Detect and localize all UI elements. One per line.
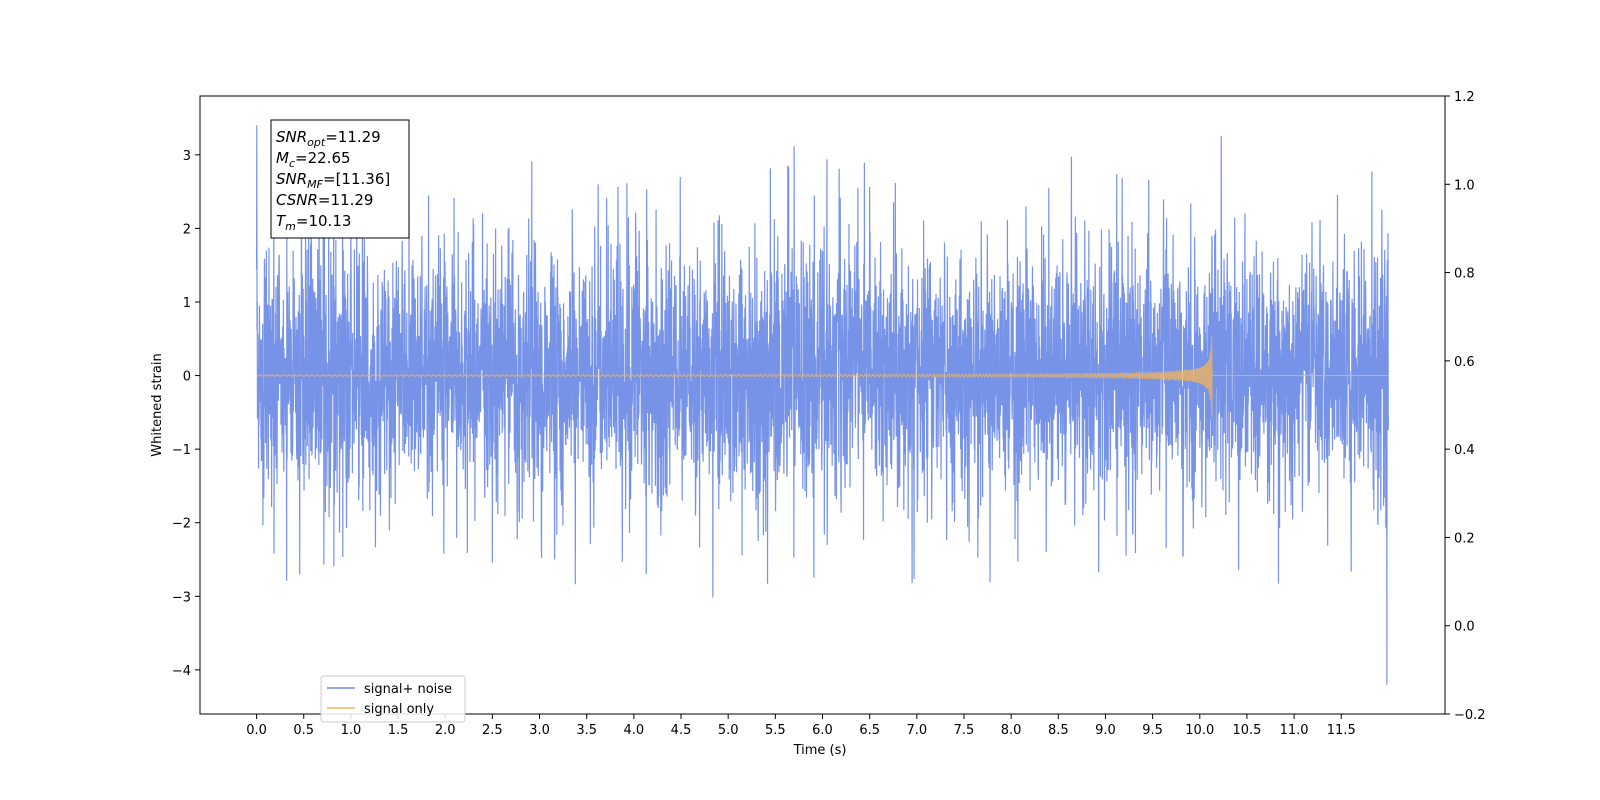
x-axis-label: Time (s) — [793, 743, 847, 758]
x-tick-label: 2.5 — [482, 723, 503, 738]
y-axis-left: −4 −3 −2 −1 0 1 2 3 — [172, 149, 200, 679]
x-tick-label: 9.5 — [1142, 723, 1163, 738]
x-tick-label: 0.0 — [246, 723, 267, 738]
x-tick-label: 6.5 — [859, 723, 880, 738]
annotation-subscript: MF — [307, 178, 323, 191]
y-axis-label: Whitened strain — [150, 353, 165, 456]
x-tick-label: 10.0 — [1185, 723, 1214, 738]
x-tick-label: 1.0 — [341, 723, 362, 738]
x-tick-label: 8.0 — [1001, 723, 1022, 738]
annotation-line: Tm=10.13 — [276, 212, 351, 233]
annotation-subscript: m — [285, 220, 296, 233]
annotation-symbol: T — [276, 212, 287, 230]
x-tick-label: 0.5 — [293, 723, 314, 738]
x-tick-label: 8.5 — [1048, 723, 1069, 738]
y-tick-label: 2 — [183, 222, 191, 237]
y-tick-label: 0 — [183, 370, 191, 385]
series-signal-only — [256, 336, 1389, 418]
legend-label-signal-only: signal only — [364, 702, 434, 717]
y-tick-label: 3 — [183, 149, 191, 164]
x-tick-label: 7.0 — [906, 723, 927, 738]
x-tick-label: 3.0 — [529, 723, 550, 738]
series-layer — [255, 125, 1390, 685]
x-tick-label: 5.0 — [718, 723, 739, 738]
x-tick-label: 7.5 — [954, 723, 975, 738]
annotation-symbol: CSNR — [276, 191, 318, 209]
annotation-value: =11.29 — [318, 191, 374, 209]
x-tick-label: 3.5 — [576, 723, 597, 738]
annotation-lines: SNRopt=11.29Mc=22.65SNRMF=[11.36]CSNR=11… — [276, 128, 390, 233]
annotation-subscript: c — [289, 157, 295, 170]
y-right-tick-label: 1.2 — [1454, 90, 1475, 105]
x-axis: 0.0 0.5 1.0 1.5 2.0 2.5 3.0 3.5 4.0 4.5 5.0 5.5 6.0 6… — [246, 714, 1356, 738]
y-tick-label: −2 — [172, 517, 191, 532]
annotation-line: SNRMF=[11.36] — [276, 170, 390, 191]
y-right-tick-label: 0.0 — [1454, 620, 1475, 635]
annotation-box: SNRopt=11.29Mc=22.65SNRMF=[11.36]CSNR=11… — [270, 119, 410, 239]
y-tick-label: −4 — [172, 664, 191, 679]
y-tick-label: −1 — [172, 443, 191, 458]
legend: signal+ noise signal only — [320, 675, 466, 723]
y-axis-right: −0.2 0.0 0.2 0.4 0.6 0.8 1.0 1.2 — [1445, 90, 1486, 723]
x-tick-label: 11.0 — [1280, 723, 1309, 738]
y-right-tick-label: 0.4 — [1454, 443, 1475, 458]
y-tick-label: −3 — [172, 590, 191, 605]
annotation-line: CSNR=11.29 — [276, 191, 373, 209]
y-right-tick-label: 0.2 — [1454, 531, 1475, 546]
x-tick-label: 1.5 — [388, 723, 409, 738]
x-tick-label: 5.5 — [765, 723, 786, 738]
x-tick-label: 11.5 — [1327, 723, 1356, 738]
series-signal-noise — [255, 125, 1390, 685]
x-tick-label: 10.5 — [1232, 723, 1261, 738]
y-tick-label: 1 — [183, 296, 191, 311]
legend-label-signal-noise: signal+ noise — [364, 682, 452, 697]
y-right-tick-label: 1.0 — [1454, 178, 1475, 193]
x-tick-label: 2.0 — [435, 723, 456, 738]
annotation-symbol: SNR — [276, 128, 307, 146]
annotation-frame — [270, 119, 410, 239]
x-tick-label: 4.0 — [624, 723, 645, 738]
annotation-value: =[11.36] — [323, 170, 390, 188]
annotation-value: =11.29 — [325, 128, 381, 146]
annotation-line: Mc=22.65 — [276, 149, 351, 170]
annotation-value: =10.13 — [296, 212, 352, 230]
annotation-line: SNRopt=11.29 — [276, 128, 381, 149]
legend-frame — [320, 675, 466, 723]
annotation-subscript: opt — [307, 136, 326, 149]
x-tick-label: 9.0 — [1095, 723, 1116, 738]
annotation-symbol: M — [276, 149, 289, 167]
y-right-tick-label: −0.2 — [1454, 708, 1486, 723]
annotation-symbol: SNR — [276, 170, 307, 188]
x-tick-label: 6.0 — [812, 723, 833, 738]
y-right-tick-label: 0.8 — [1454, 267, 1475, 282]
annotation-value: =22.65 — [295, 149, 351, 167]
x-tick-label: 4.5 — [671, 723, 692, 738]
y-right-tick-label: 0.6 — [1454, 355, 1475, 370]
